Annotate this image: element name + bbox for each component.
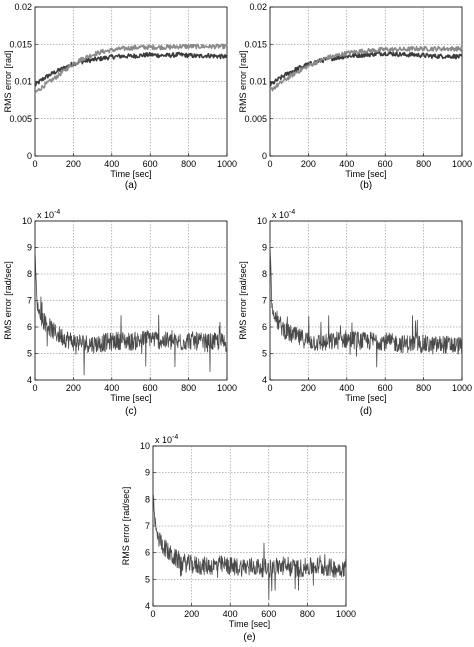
y-tick-label: 6: [145, 548, 150, 558]
chart-4: 0 200 400 600 800 1000 4 5 6 7 8 9 10 x 10-4 Time [sec…: [121, 434, 356, 643]
y-tick-label: 4: [145, 601, 150, 611]
x-tick-label: 1000: [452, 383, 472, 393]
axis-multiplier: x 10-4: [155, 434, 178, 445]
x-tick-label: 600: [261, 609, 276, 619]
x-tick-label: 200: [66, 159, 81, 169]
x-tick-label: 0: [150, 609, 155, 619]
series-line-0: [34, 51, 228, 87]
x-axis-label: Time [sec]: [110, 169, 151, 179]
y-tick-label: 0: [27, 151, 32, 161]
x-tick-label: 1000: [336, 609, 356, 619]
y-tick-label: 9: [262, 243, 267, 253]
y-tick-label: 0.01: [14, 77, 32, 87]
y-tick-label: 0.005: [244, 114, 267, 124]
series-line-1: [34, 43, 228, 94]
y-axis-label: RMS error [rad]: [238, 50, 248, 112]
series-line-0: [269, 51, 463, 87]
y-tick-label: 6: [262, 322, 267, 332]
y-tick-label: 5: [27, 349, 32, 359]
y-axis-label: RMS error [rad/sec]: [121, 487, 131, 566]
x-tick-label: 0: [32, 159, 37, 169]
y-axis-label: RMS error [rad/sec]: [238, 261, 248, 340]
axis-multiplier: x 10-4: [37, 209, 60, 220]
x-tick-label: 1000: [217, 383, 237, 393]
x-tick-label: 400: [339, 383, 354, 393]
x-axis-label: Time [sec]: [345, 393, 386, 403]
y-tick-label: 0.015: [244, 39, 267, 49]
chart-0: 0 200 400 600 800 1000 0 0.005 0.01 0.015 0.02 Time…: [3, 2, 237, 191]
x-tick-label: 400: [104, 159, 119, 169]
y-tick-label: 10: [140, 441, 150, 451]
x-tick-label: 400: [104, 383, 119, 393]
series-line-0: [34, 251, 228, 376]
panel-caption: (a): [125, 180, 137, 191]
series-line-0: [269, 242, 463, 368]
y-tick-label: 7: [262, 296, 267, 306]
x-tick-label: 600: [143, 159, 158, 169]
x-tick-label: 1000: [217, 159, 237, 169]
x-tick-label: 800: [181, 383, 196, 393]
x-tick-label: 0: [267, 159, 272, 169]
x-tick-label: 600: [378, 383, 393, 393]
panel-caption: (b): [360, 180, 372, 191]
panel-caption: (d): [360, 406, 372, 417]
chart-2: 0 200 400 600 800 1000 4 5 6 7 8 9 10 x 10-4 Time [sec…: [3, 209, 237, 417]
x-tick-label: 400: [339, 159, 354, 169]
y-tick-label: 9: [27, 243, 32, 253]
y-tick-label: 10: [22, 216, 32, 226]
x-axis-label: Time [sec]: [110, 393, 151, 403]
y-tick-label: 6: [27, 322, 32, 332]
x-tick-label: 0: [267, 383, 272, 393]
y-tick-label: 5: [145, 574, 150, 584]
y-tick-label: 0.02: [249, 2, 267, 12]
y-tick-label: 10: [257, 216, 267, 226]
y-tick-label: 0.005: [9, 114, 32, 124]
y-tick-label: 0.02: [14, 2, 32, 12]
y-tick-label: 0.015: [9, 39, 32, 49]
y-tick-label: 5: [262, 349, 267, 359]
x-tick-label: 200: [66, 383, 81, 393]
series-line-1: [269, 45, 463, 92]
y-tick-label: 4: [27, 375, 32, 385]
x-tick-label: 200: [301, 383, 316, 393]
x-tick-label: 200: [184, 609, 199, 619]
panel-caption: (e): [243, 632, 255, 643]
x-tick-label: 600: [143, 383, 158, 393]
x-tick-label: 800: [300, 609, 315, 619]
panel-caption: (c): [125, 406, 137, 417]
y-tick-label: 9: [145, 468, 150, 478]
x-tick-label: 600: [378, 159, 393, 169]
chart-1: 0 200 400 600 800 1000 0 0.005 0.01 0.015 0.02 Time…: [238, 2, 472, 191]
x-tick-label: 800: [416, 383, 431, 393]
y-tick-label: 7: [27, 296, 32, 306]
y-tick-label: 8: [262, 269, 267, 279]
chart-3: 0 200 400 600 800 1000 4 5 6 7 8 9 10 x 10-4 Time [sec…: [238, 209, 472, 417]
x-axis-label: Time [sec]: [229, 619, 270, 629]
y-axis-label: RMS error [rad/sec]: [3, 261, 13, 340]
x-tick-label: 0: [32, 383, 37, 393]
y-axis-label: RMS error [rad]: [3, 50, 13, 112]
x-tick-label: 1000: [452, 159, 472, 169]
axis-multiplier: x 10-4: [272, 209, 295, 220]
y-tick-label: 4: [262, 375, 267, 385]
y-tick-label: 0: [262, 151, 267, 161]
x-tick-label: 800: [416, 159, 431, 169]
x-tick-label: 200: [301, 159, 316, 169]
y-tick-label: 7: [145, 521, 150, 531]
y-tick-label: 8: [145, 494, 150, 504]
y-tick-label: 8: [27, 269, 32, 279]
x-tick-label: 800: [181, 159, 196, 169]
y-tick-label: 0.01: [249, 77, 267, 87]
x-tick-label: 400: [223, 609, 238, 619]
series-line-0: [152, 492, 347, 600]
x-axis-label: Time [sec]: [345, 169, 386, 179]
